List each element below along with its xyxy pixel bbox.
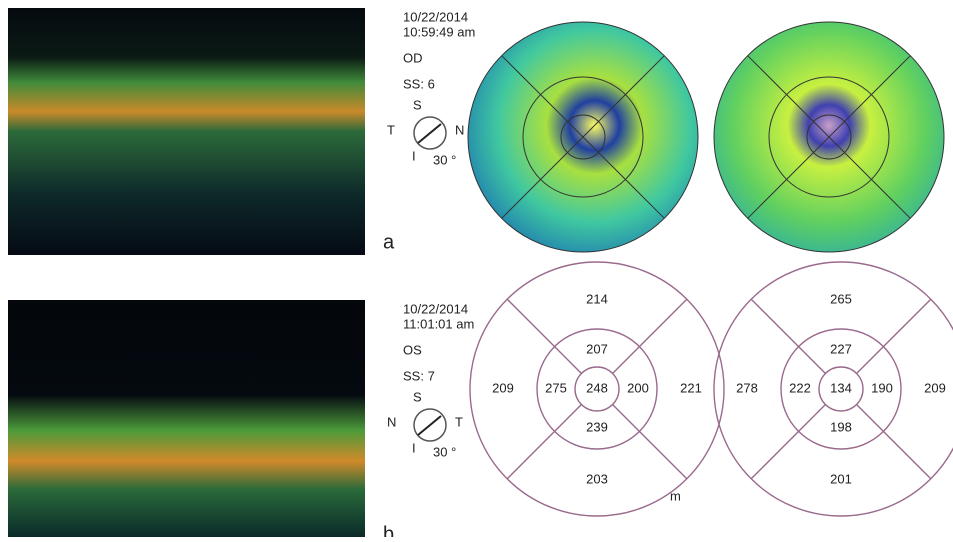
thickness-value: 248 (586, 380, 608, 395)
oct-scan (8, 8, 365, 255)
compass-left: N (387, 414, 396, 429)
compass-top: S (413, 97, 422, 112)
compass-arrow (418, 416, 441, 435)
oct-scan (8, 300, 365, 537)
thickness-value: 209 (492, 380, 514, 395)
thickness-value: 265 (830, 291, 852, 306)
compass-bottom: I (412, 440, 416, 455)
grid-line (857, 405, 931, 479)
thickness-value: 200 (627, 380, 649, 395)
thickness-value: 198 (830, 419, 852, 434)
compass-arrow (418, 124, 441, 143)
thickness-value: 209 (924, 380, 946, 395)
thickness-value: 221 (680, 380, 702, 395)
signal-strength: SS: 7 (403, 368, 435, 383)
compass-angle: 30 ° (433, 444, 456, 459)
grid-line (613, 405, 687, 479)
grid-line (751, 299, 825, 373)
eye: OS (403, 342, 422, 357)
figure: 10/22/201410:59:49 amODSS: 6SITN30 °a10/… (0, 0, 953, 537)
compass-top: S (413, 389, 422, 404)
grid-line (613, 299, 687, 373)
panel-label: b (383, 523, 394, 537)
thickness-value: 227 (830, 341, 852, 356)
date: 10/22/2014 (403, 301, 468, 316)
thickness-value: 214 (586, 291, 608, 306)
signal-strength: SS: 6 (403, 76, 435, 91)
compass-left: T (387, 122, 395, 137)
grid-line (507, 299, 581, 373)
thickness-value: 275 (545, 380, 567, 395)
thickness-value: 201 (830, 471, 852, 486)
thickness-value: 239 (586, 419, 608, 434)
thickness-map (468, 22, 944, 252)
thickness-value: 222 (789, 380, 811, 395)
thickness-value: 278 (736, 380, 758, 395)
compass-right: N (455, 122, 464, 137)
grid-line (857, 299, 931, 373)
thickness-value: 207 (586, 341, 608, 356)
date: 10/22/2014 (403, 9, 468, 24)
time: 11:01:01 am (403, 316, 474, 331)
compass-bottom: I (412, 148, 416, 163)
eye: OD (403, 50, 423, 65)
grid-line (751, 405, 825, 479)
grid-line (507, 405, 581, 479)
compass-right: T (455, 414, 463, 429)
compass-angle: 30 ° (433, 152, 456, 167)
panel-label: a (383, 231, 395, 253)
thickness-value: 134 (830, 380, 852, 395)
time: 10:59:49 am (403, 24, 475, 39)
thickness-value: 203 (586, 471, 608, 486)
thickness-value: 190 (871, 380, 893, 395)
grid-note: m (670, 488, 681, 503)
